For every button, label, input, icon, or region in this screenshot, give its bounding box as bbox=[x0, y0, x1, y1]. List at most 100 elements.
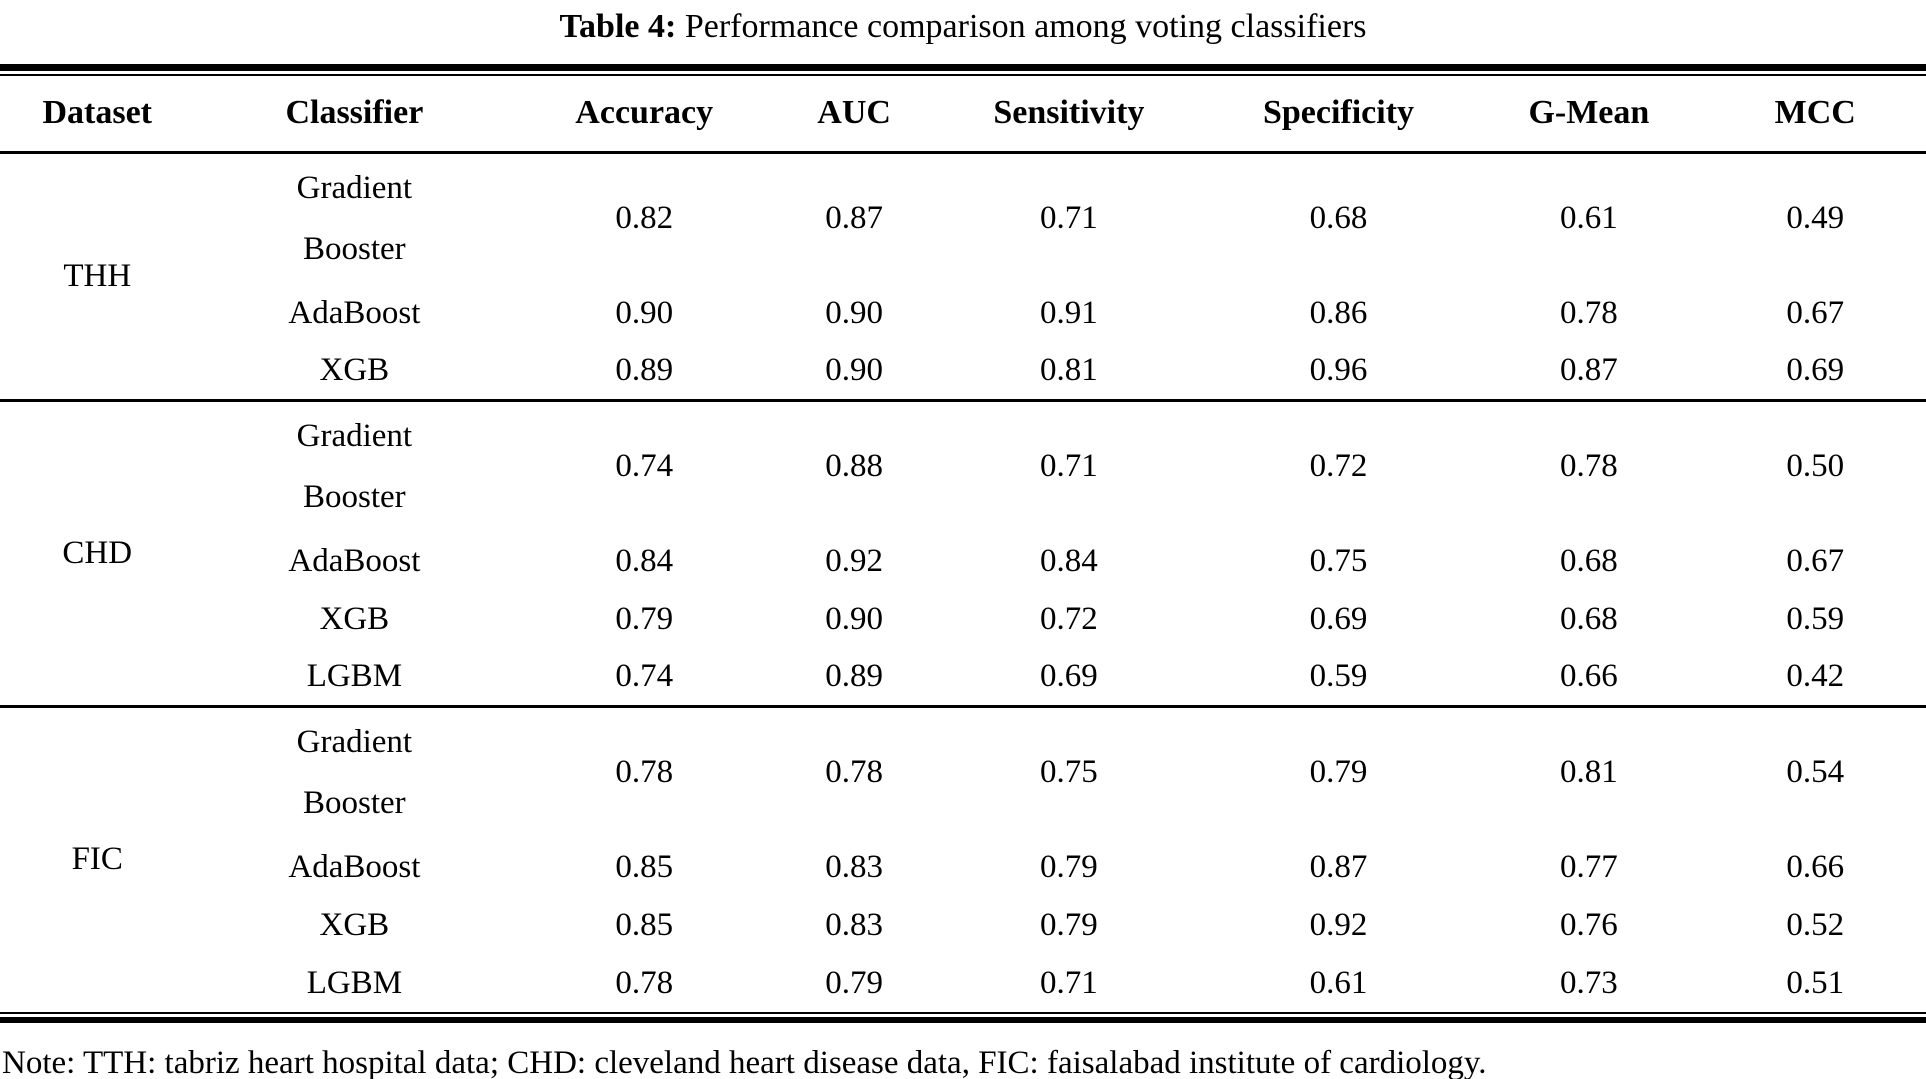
metric-value-auc: 0.78 bbox=[774, 704, 935, 838]
metric-value-accuracy: 0.84 bbox=[615, 542, 674, 579]
metric-value-g-mean: 0.73 bbox=[1559, 964, 1618, 1001]
metric-value-specificity: 0.61 bbox=[1309, 964, 1368, 1001]
metric-value-sensitivity: 0.75 bbox=[934, 704, 1204, 838]
metric-value-specificity: 0.86 bbox=[1309, 294, 1368, 331]
col-header-accuracy: Accuracy bbox=[514, 76, 775, 154]
metric-value-mcc: 0.69 bbox=[1786, 351, 1845, 388]
metric-value-specificity: 0.72 bbox=[1203, 398, 1474, 532]
metric-value-g-mean: 0.68 bbox=[1559, 542, 1618, 579]
metric-value-accuracy: 0.74 bbox=[514, 398, 775, 532]
metric-value-g-mean: 0.81 bbox=[1473, 704, 1705, 838]
classifier-cell: XGB bbox=[195, 896, 515, 954]
metric-value-accuracy: 0.85 bbox=[615, 906, 674, 943]
metric-value-g-mean: 0.78 bbox=[1559, 294, 1618, 331]
metric-value-mcc: 0.67 bbox=[1786, 542, 1845, 579]
metric-value-specificity: 0.96 bbox=[1309, 351, 1368, 388]
metric-value-auc: 0.90 bbox=[825, 351, 884, 388]
classifier-cell: Gradient Booster bbox=[195, 152, 515, 284]
classifier-cell: Gradient Booster bbox=[194, 704, 515, 838]
classifier-label: AdaBoost bbox=[288, 294, 421, 331]
classifier-label: AdaBoost bbox=[288, 848, 421, 885]
table-row: XGB 0.79 0.90 0.72 0.69 0.68 0.59 bbox=[0, 590, 1926, 648]
col-header-classifier: Classifier bbox=[194, 76, 515, 154]
classifier-cell: LGBM bbox=[195, 648, 515, 706]
dataset-cell-thh: THH bbox=[63, 257, 132, 294]
metric-value-sensitivity: 0.71 bbox=[1040, 964, 1098, 1001]
metric-value-mcc: 0.59 bbox=[1786, 600, 1845, 637]
metric-value-auc: 0.79 bbox=[825, 964, 884, 1001]
metric-value-mcc: 0.49 bbox=[1786, 200, 1845, 237]
metric-value-g-mean: 0.77 bbox=[1559, 848, 1618, 885]
metric-value-sensitivity: 0.81 bbox=[1040, 351, 1098, 388]
col-header-g-mean: G-Mean bbox=[1473, 76, 1705, 154]
metric-value-g-mean: 0.87 bbox=[1559, 351, 1618, 388]
table-row: AdaBoost 0.84 0.92 0.84 0.75 0.68 0.67 bbox=[0, 532, 1926, 590]
table-row: CHD Gradient Booster 0.74 0.88 0.71 0.72 0.78 0… bbox=[0, 398, 1926, 706]
metric-value-auc: 0.87 bbox=[825, 200, 884, 237]
table-header-row: Dataset Classifier Accuracy AUC Sensitivity S… bbox=[0, 76, 1926, 154]
table-row: XGB 0.85 0.83 0.79 0.92 0.76 0.52 bbox=[0, 896, 1926, 954]
classifier-cell: AdaBoost bbox=[195, 838, 515, 896]
metric-value-mcc: 0.52 bbox=[1786, 906, 1845, 943]
metric-value-sensitivity: 0.84 bbox=[1040, 542, 1098, 579]
classifier-cell: XGB bbox=[195, 342, 515, 400]
table-row: XGB 0.89 0.90 0.81 0.96 0.87 0.69 bbox=[0, 342, 1926, 400]
metric-value-sensitivity: 0.69 bbox=[1040, 657, 1098, 694]
dataset-cell-chd: CHD bbox=[0, 398, 195, 706]
metric-value-accuracy: 0.85 bbox=[615, 848, 674, 885]
table-bottom-rule bbox=[0, 1012, 1926, 1023]
metric-value-specificity: 0.69 bbox=[1309, 600, 1368, 637]
classifier-label: LGBM bbox=[306, 964, 403, 1001]
metric-value-auc: 0.83 bbox=[825, 906, 884, 943]
col-header-mcc: MCC bbox=[1704, 76, 1926, 154]
col-header-specificity: Specificity bbox=[1203, 76, 1474, 154]
table-row: LGBM 0.74 0.89 0.69 0.59 0.66 0.42 bbox=[0, 648, 1926, 706]
table-row: LGBM 0.78 0.79 0.71 0.61 0.73 0.51 bbox=[0, 954, 1926, 1012]
classifier-label: XGB bbox=[319, 600, 390, 637]
metric-value-accuracy: 0.79 bbox=[615, 600, 674, 637]
metric-value-g-mean: 0.76 bbox=[1559, 906, 1618, 943]
metric-value-mcc: 0.66 bbox=[1786, 848, 1845, 885]
metric-value-accuracy: 0.89 bbox=[615, 351, 674, 388]
metric-value-accuracy: 0.90 bbox=[615, 294, 674, 331]
metric-value-sensitivity: 0.91 bbox=[1040, 294, 1098, 331]
metric-value-sensitivity: 0.72 bbox=[1040, 600, 1098, 637]
classifier-cell: XGB bbox=[195, 590, 515, 648]
col-header-dataset: Dataset bbox=[0, 76, 195, 154]
metric-value-g-mean: 0.61 bbox=[1559, 200, 1618, 237]
table-caption: Table 4: Performance comparison among vo… bbox=[0, 0, 1926, 64]
classifier-cell: LGBM bbox=[195, 954, 515, 1012]
classifier-label: AdaBoost bbox=[288, 542, 421, 579]
metric-value-sensitivity: 0.71 bbox=[1040, 200, 1098, 237]
table-row: AdaBoost 0.90 0.90 0.91 0.86 0.78 0.67 bbox=[0, 284, 1926, 342]
col-header-auc: AUC bbox=[774, 76, 935, 154]
classifier-cell: AdaBoost bbox=[195, 284, 515, 342]
metric-value-auc: 0.88 bbox=[774, 398, 935, 532]
classifier-label: Gradient Booster bbox=[296, 417, 413, 515]
metric-value-accuracy: 0.82 bbox=[615, 200, 674, 237]
metric-value-specificity: 0.75 bbox=[1309, 542, 1368, 579]
col-header-sensitivity: Sensitivity bbox=[934, 76, 1204, 154]
metric-value-mcc: 0.50 bbox=[1704, 398, 1926, 532]
classifier-label: LGBM bbox=[306, 657, 403, 694]
metric-value-g-mean: 0.78 bbox=[1473, 398, 1705, 532]
metric-value-accuracy: 0.78 bbox=[514, 704, 775, 838]
metric-value-specificity: 0.68 bbox=[1309, 200, 1368, 237]
metric-value-mcc: 0.42 bbox=[1786, 657, 1845, 694]
table-top-rule bbox=[0, 64, 1926, 76]
metric-value-auc: 0.89 bbox=[825, 657, 884, 694]
metric-value-g-mean: 0.66 bbox=[1559, 657, 1618, 694]
table-caption-label: Table 4: bbox=[559, 8, 677, 45]
classifier-label: Gradient Booster bbox=[296, 169, 413, 267]
metric-value-sensitivity: 0.71 bbox=[934, 398, 1204, 532]
metric-value-specificity: 0.87 bbox=[1309, 848, 1368, 885]
classifier-cell: AdaBoost bbox=[195, 532, 515, 590]
metric-value-mcc: 0.54 bbox=[1704, 704, 1926, 838]
metric-value-auc: 0.92 bbox=[825, 542, 884, 579]
metric-value-auc: 0.83 bbox=[825, 848, 884, 885]
metric-value-specificity: 0.79 bbox=[1203, 704, 1474, 838]
metric-value-specificity: 0.92 bbox=[1309, 906, 1368, 943]
performance-table: Dataset Classifier Accuracy AUC Sensitivity S… bbox=[0, 76, 1926, 1012]
metric-value-accuracy: 0.74 bbox=[615, 657, 674, 694]
